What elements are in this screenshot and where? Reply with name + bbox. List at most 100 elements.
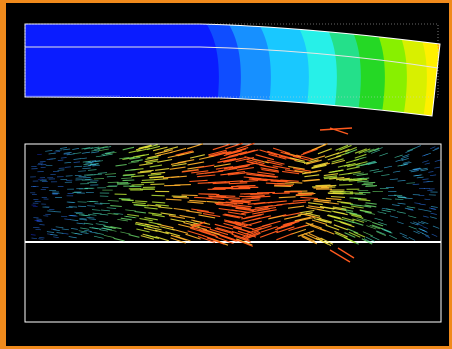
flow-domain-outline bbox=[24, 143, 442, 323]
velocity-vector bbox=[343, 162, 356, 167]
velocity-vector bbox=[136, 228, 150, 233]
velocity-vector bbox=[346, 228, 359, 234]
velocity-vector bbox=[163, 176, 180, 179]
velocity-vector bbox=[353, 231, 366, 238]
velocity-vector bbox=[88, 164, 97, 166]
velocity-vector bbox=[255, 154, 275, 161]
velocity-vector bbox=[77, 205, 87, 207]
velocity-vector bbox=[224, 180, 244, 183]
velocity-vector bbox=[434, 147, 440, 150]
velocity-vector bbox=[95, 223, 106, 226]
velocity-vector bbox=[241, 217, 261, 224]
velocity-vector bbox=[357, 177, 370, 180]
velocity-vector bbox=[214, 202, 234, 206]
velocity-vector bbox=[31, 237, 38, 240]
velocity-vector bbox=[360, 204, 372, 208]
velocity-vector bbox=[107, 212, 119, 215]
velocity-vector bbox=[317, 148, 332, 155]
velocity-vector bbox=[280, 151, 298, 158]
velocity-vector bbox=[381, 228, 392, 233]
velocity-vector bbox=[333, 224, 348, 231]
velocity-vector bbox=[175, 150, 193, 156]
velocity-vector bbox=[276, 202, 295, 206]
velocity-vector bbox=[289, 157, 305, 162]
velocity-vector bbox=[103, 153, 113, 157]
velocity-vector bbox=[148, 221, 162, 226]
velocity-vector bbox=[106, 207, 117, 209]
velocity-vector bbox=[74, 211, 83, 214]
velocity-vector bbox=[68, 206, 78, 208]
velocity-vector bbox=[382, 198, 392, 200]
velocity-vector bbox=[213, 151, 232, 157]
velocity-vector bbox=[306, 206, 322, 211]
velocity-vector bbox=[373, 170, 384, 173]
velocity-vector bbox=[239, 180, 259, 183]
velocity-vector bbox=[429, 174, 437, 177]
velocity-vector bbox=[87, 169, 97, 171]
velocity-vector bbox=[408, 215, 417, 219]
velocity-vector bbox=[103, 234, 115, 238]
velocity-vector bbox=[81, 151, 91, 154]
velocity-vector bbox=[363, 238, 373, 244]
velocity-vector bbox=[243, 232, 261, 241]
contour-band bbox=[388, 24, 440, 116]
velocity-vector bbox=[115, 163, 127, 167]
velocity-vector bbox=[169, 147, 187, 154]
velocity-vector bbox=[232, 200, 251, 203]
velocity-vector bbox=[327, 214, 341, 219]
velocity-vector bbox=[246, 158, 265, 165]
velocity-vector bbox=[261, 168, 279, 173]
velocity-vector bbox=[227, 172, 246, 176]
velocity-vector bbox=[336, 148, 350, 155]
velocity-vector bbox=[240, 192, 260, 195]
velocity-vector bbox=[189, 199, 207, 203]
velocity-vector bbox=[36, 220, 43, 223]
velocity-vector bbox=[383, 165, 393, 169]
velocity-vector bbox=[276, 232, 293, 241]
velocity-vector bbox=[323, 176, 338, 180]
velocity-vector bbox=[389, 215, 398, 219]
velocity-vector bbox=[422, 160, 429, 163]
velocity-vector bbox=[91, 149, 101, 152]
velocity-vector bbox=[102, 146, 112, 149]
velocity-vector bbox=[82, 160, 92, 163]
velocity-vector bbox=[94, 203, 103, 205]
velocity-vector bbox=[349, 197, 361, 200]
velocity-vector bbox=[311, 219, 328, 226]
velocity-vector bbox=[333, 211, 348, 216]
velocity-vector bbox=[251, 195, 271, 198]
velocity-vector bbox=[197, 164, 215, 169]
velocity-vector bbox=[420, 167, 428, 170]
velocity-vector bbox=[79, 218, 88, 221]
velocity-vector bbox=[434, 166, 440, 169]
velocity-vector bbox=[189, 154, 205, 159]
velocity-vector bbox=[228, 151, 248, 158]
velocity-vector bbox=[235, 207, 254, 211]
velocity-vector bbox=[39, 236, 45, 239]
velocity-vector bbox=[169, 166, 186, 170]
velocity-vector bbox=[323, 175, 337, 178]
velocity-vector bbox=[165, 198, 182, 201]
velocity-vector bbox=[419, 203, 426, 206]
velocity-vector bbox=[400, 155, 409, 160]
velocity-vector bbox=[64, 162, 72, 164]
velocity-vector bbox=[91, 160, 101, 162]
velocity-vector bbox=[319, 227, 335, 235]
velocity-vector bbox=[292, 199, 311, 202]
velocity-vector bbox=[225, 148, 244, 155]
velocity-vector bbox=[143, 227, 158, 232]
velocity-vector bbox=[396, 221, 404, 225]
velocity-vector bbox=[280, 179, 299, 182]
velocity-vector bbox=[268, 153, 287, 160]
velocity-vector bbox=[407, 208, 414, 211]
velocity-vector bbox=[243, 220, 262, 227]
velocity-vector bbox=[290, 228, 307, 235]
velocity-vector bbox=[268, 214, 285, 220]
velocity-vector bbox=[339, 183, 353, 186]
velocity-vector bbox=[401, 157, 409, 161]
velocity-vector bbox=[329, 127, 349, 135]
velocity-vector bbox=[70, 219, 79, 221]
velocity-vector bbox=[63, 153, 70, 155]
velocity-vector bbox=[106, 228, 117, 232]
velocity-vector bbox=[357, 180, 369, 183]
